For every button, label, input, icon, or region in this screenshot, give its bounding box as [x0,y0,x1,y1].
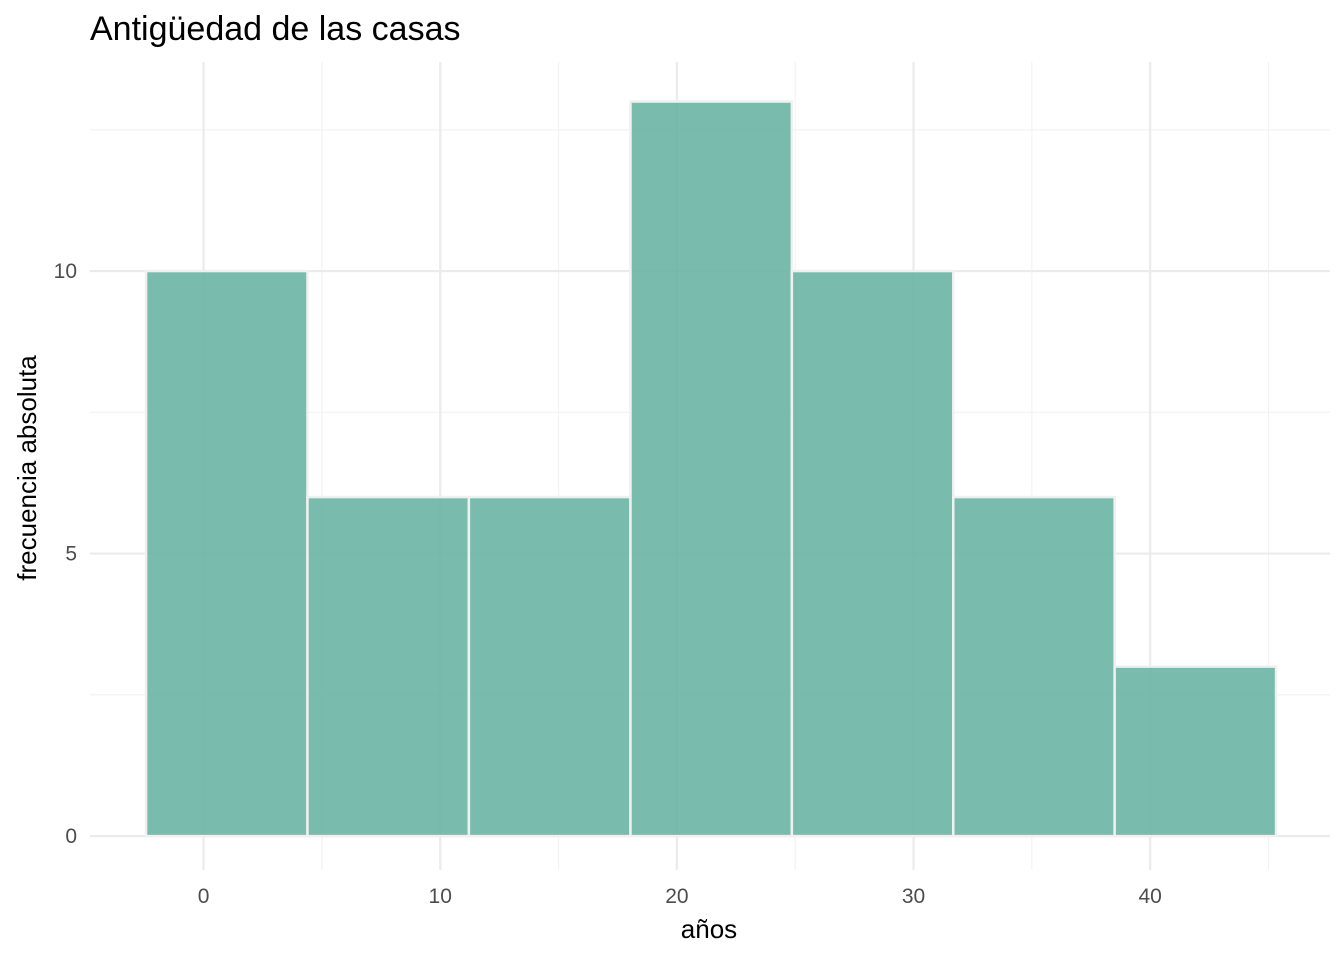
y-tick-label: 5 [65,543,77,566]
bars [144,100,1278,838]
y-tick-label: 10 [54,260,77,283]
y-tick-label: 0 [65,825,77,848]
x-tick-label: 20 [665,885,688,908]
x-tick-label: 0 [198,885,210,908]
histogram-bar-1 [144,269,309,838]
x-tick-label: 10 [429,885,452,908]
x-axis-ticks: 0 10 20 30 40 [198,885,1162,908]
histogram-bar-6 [952,495,1116,838]
chart-title: Antigüedad de las casas [90,10,460,48]
x-axis-title: años [681,914,737,944]
histogram-bar-3 [467,495,632,838]
histogram-bar-5 [790,269,955,838]
histogram-bar-7 [1113,665,1278,838]
histogram-bar-4 [629,100,794,838]
x-tick-label: 30 [902,885,925,908]
y-axis-title: frecuencia absoluta [12,355,42,581]
y-axis-ticks: 0 5 10 [54,260,77,848]
x-tick-label: 40 [1138,885,1161,908]
histogram-bar-2 [306,495,471,838]
